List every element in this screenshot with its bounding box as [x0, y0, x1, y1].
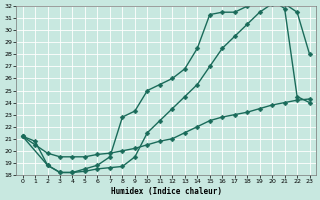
X-axis label: Humidex (Indice chaleur): Humidex (Indice chaleur)	[111, 187, 221, 196]
